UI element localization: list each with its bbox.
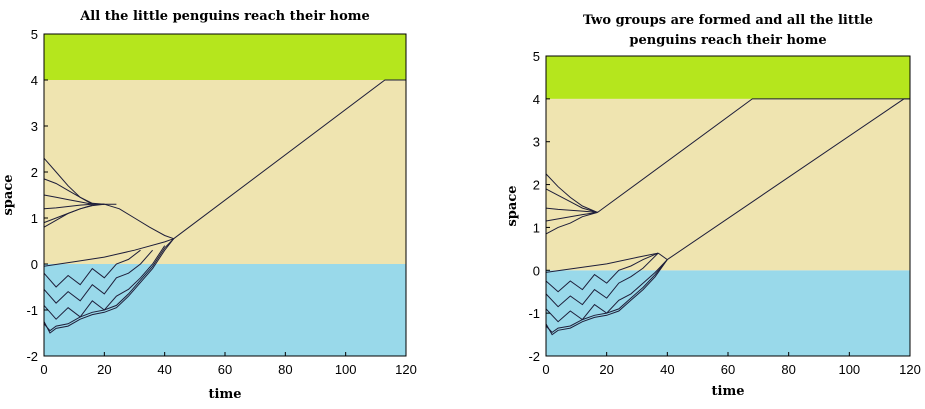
chart-left: 0 20 40 60 80 100 120 -2 -1 0 1 2 3 4 5 All the little … <box>1 9 417 402</box>
trajectory-line <box>545 207 598 213</box>
y-axis-label: space <box>1 174 16 215</box>
trajectory-line <box>545 252 659 308</box>
trajectory-line <box>545 259 668 334</box>
y-tick-label: 0 <box>31 257 38 272</box>
y-axis-label: space <box>505 185 520 226</box>
y-tick-label: -2 <box>528 349 540 364</box>
band-sand <box>44 80 406 264</box>
x-tick-label: 0 <box>542 362 549 377</box>
x-tick-label: 120 <box>899 362 921 377</box>
y-tick-label: 3 <box>533 135 540 150</box>
trajectory-line <box>597 98 910 213</box>
y-tick-label: 2 <box>31 165 38 180</box>
y-tick-label: -2 <box>26 349 38 364</box>
trajectory-line <box>667 98 910 261</box>
trajectory-line <box>43 238 174 267</box>
y-tick-label: -1 <box>528 306 540 321</box>
y-tick-label: 0 <box>533 263 540 278</box>
y-tick-label: 4 <box>533 92 540 107</box>
trajectory-line <box>173 79 406 240</box>
trajectory-line <box>545 211 598 222</box>
x-tick-label: 40 <box>157 362 171 377</box>
trajectory-line <box>657 252 668 261</box>
trajectory-line <box>545 188 598 213</box>
x-tick-label: 0 <box>40 362 47 377</box>
y-tick-label: 1 <box>533 220 540 235</box>
y-tick-label: 1 <box>31 211 38 226</box>
trajectory-line <box>43 238 175 334</box>
y-tick-label: 5 <box>533 49 540 64</box>
band-land <box>546 56 910 99</box>
trajectory-line <box>43 178 105 205</box>
trajectory-line <box>545 173 598 213</box>
x-tick-label: 60 <box>218 362 232 377</box>
y-tick-label: 2 <box>533 178 540 193</box>
trajectory-line <box>104 203 174 240</box>
x-axis-label: time <box>712 384 745 399</box>
trajectory-line <box>545 259 668 336</box>
band-sea <box>44 264 406 356</box>
y-tick-label: 3 <box>31 119 38 134</box>
x-tick-label: 100 <box>838 362 860 377</box>
trajectory-line <box>545 211 598 235</box>
band-sand <box>546 98 910 271</box>
x-tick-label: 20 <box>599 362 613 377</box>
chart-title: penguins reach their home <box>629 33 826 48</box>
y-tick-label: 4 <box>31 73 38 88</box>
trajectory-line <box>43 204 93 228</box>
trajectory-line <box>43 238 175 332</box>
trajectory-line <box>545 252 659 273</box>
chart-right: 0 20 40 60 80 100 120 -2 -1 0 1 2 3 4 5 Two groups are … <box>505 13 921 399</box>
y-tick-label: 5 <box>31 27 38 42</box>
x-tick-label: 100 <box>335 362 357 377</box>
x-tick-label: 80 <box>781 362 795 377</box>
band-sea <box>546 270 910 356</box>
trajectory-line <box>43 249 153 304</box>
x-tick-label: 120 <box>395 362 417 377</box>
trajectory-line <box>43 203 105 210</box>
x-tick-label: 60 <box>721 362 735 377</box>
band-land <box>44 34 406 80</box>
x-tick-label: 80 <box>278 362 292 377</box>
x-tick-label: 20 <box>97 362 111 377</box>
chart-title: All the little penguins reach their home <box>79 9 370 24</box>
x-tick-label: 40 <box>660 362 674 377</box>
trajectory-line <box>545 252 659 293</box>
x-axis-label: time <box>209 387 242 402</box>
chart-title: Two groups are formed and all the little <box>583 13 873 28</box>
trajectory-line <box>43 249 141 288</box>
y-tick-label: -1 <box>26 303 38 318</box>
